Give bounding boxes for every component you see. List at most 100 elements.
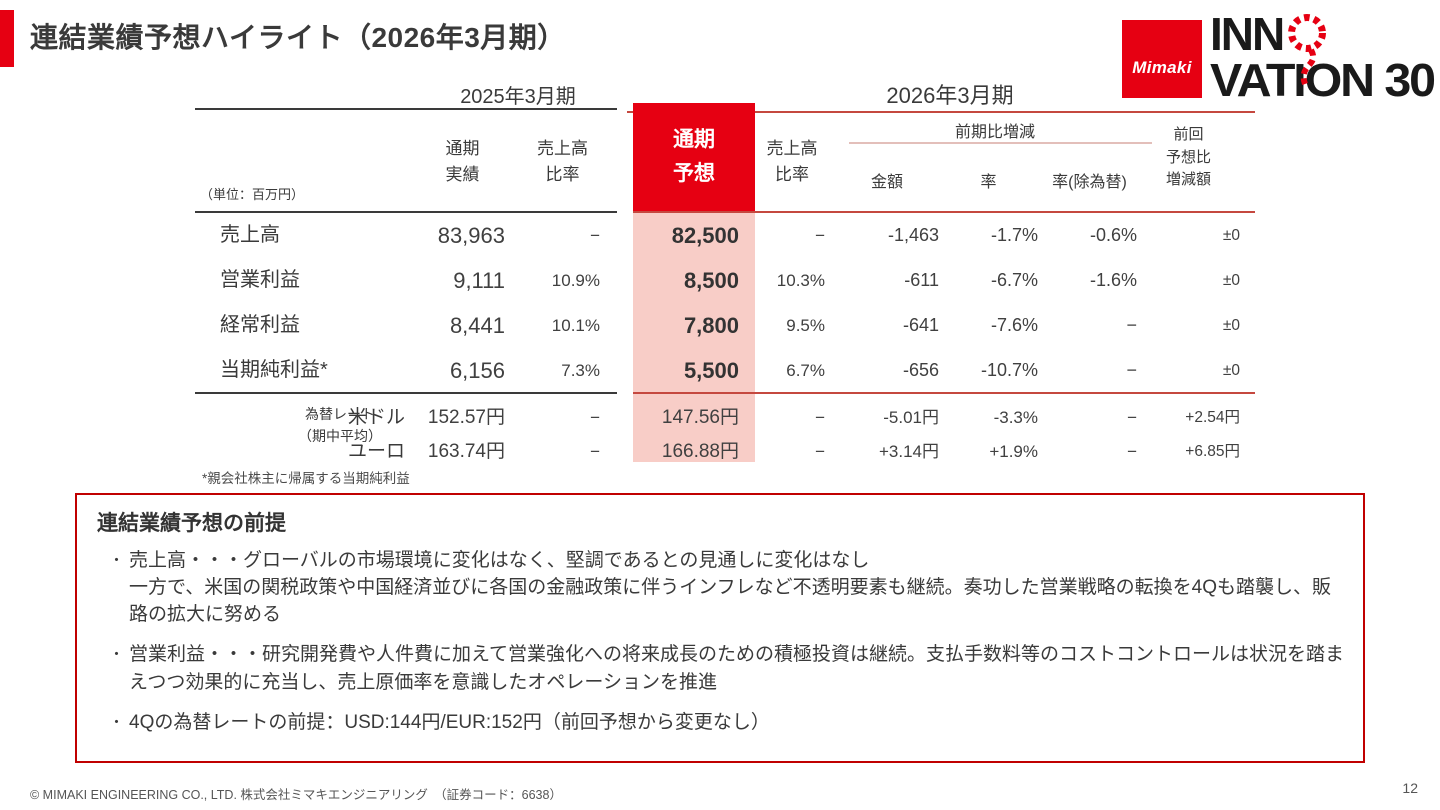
bullet-icon: ・ <box>109 646 125 664</box>
table-footnote: *親会社株主に帰属する当期純利益 <box>202 471 410 486</box>
row-label: 売上高 <box>220 224 280 246</box>
table-row-net-income: 当期純利益* 6,156 7.3% 5,500 6.7% -656 -10.7%… <box>195 348 1257 393</box>
cell-vs-prev: +2.54円 <box>1185 409 1240 426</box>
cell-actual: 83,963 <box>437 223 505 248</box>
cell-forecast: 147.56円 <box>661 407 739 428</box>
table-line-header-left <box>195 211 617 213</box>
cell-ratio-2025: − <box>590 442 600 461</box>
cell-ratio-2026: 10.3% <box>776 271 825 290</box>
yoy-change-underline <box>849 142 1152 144</box>
cell-yoy-rate: -3.3% <box>993 408 1038 427</box>
page-number: 12 <box>1402 780 1418 796</box>
col-header-rate: 率 <box>980 174 997 191</box>
innovation-logo-line1: INN <box>1210 12 1283 60</box>
assumption-text: 売上高・・・グローバルの市場環境に変化はなく、堅調であるとの見通しに変化はなし … <box>129 550 1332 626</box>
cell-actual: 163.74円 <box>427 441 505 462</box>
cell-yoy-rate: -7.6% <box>990 315 1038 335</box>
cell-yoy-rate-exfx: − <box>1126 360 1137 380</box>
table-row-ordinary-income: 経常利益 8,441 10.1% 7,800 9.5% -641 -7.6% −… <box>195 303 1257 348</box>
table-row-operating-income: 営業利益 9,111 10.9% 8,500 10.3% -611 -6.7% … <box>195 258 1257 303</box>
col-header-actual: 通期 実績 <box>445 139 480 185</box>
col-header-amount: 金額 <box>870 174 903 191</box>
fx-currency: ユーロ <box>347 441 405 462</box>
table-line-top-left <box>195 108 617 110</box>
unit-note: （単位：百万円） <box>200 187 305 202</box>
cell-forecast: 8,500 <box>683 268 739 293</box>
cell-vs-prev: ±0 <box>1222 272 1240 289</box>
cell-ratio-2026: 9.5% <box>786 316 825 335</box>
forecast-column-header: 通期 予想 <box>633 103 755 211</box>
col-header-sales-ratio-2025: 売上高 比率 <box>537 139 588 185</box>
cell-actual: 8,441 <box>449 313 505 338</box>
bullet-icon: ・ <box>109 552 125 569</box>
cell-yoy-rate-exfx: -0.6% <box>1089 225 1137 245</box>
page-title: 連結業績予想ハイライト（2026年3月期） <box>30 22 566 53</box>
cell-ratio-2026: − <box>815 226 825 245</box>
cell-yoy-rate-exfx: − <box>1127 408 1137 427</box>
fy2025-header: 2025年3月期 <box>460 86 576 108</box>
cell-yoy-amount: -1,463 <box>887 225 939 245</box>
cell-yoy-rate-exfx: − <box>1126 315 1137 335</box>
table-row-fx-usd: 米ドル 152.57円 − 147.56円 − -5.01円 -3.3% − +… <box>195 399 1257 436</box>
table-line-bottom-right <box>633 392 1255 394</box>
cell-vs-prev: +6.85円 <box>1185 443 1240 460</box>
cell-vs-prev: ±0 <box>1222 317 1240 334</box>
assumptions-heading: 連結業績予想の前提 <box>97 512 286 535</box>
cell-ratio-2025: 7.3% <box>561 361 600 380</box>
fy2026-header: 2026年3月期 <box>886 83 1014 108</box>
cell-ratio-2026: − <box>815 408 825 427</box>
col-header-vs-previous-forecast: 前回 予想比 増減額 <box>1165 126 1211 188</box>
assumption-item-sales: ・ 売上高・・・グローバルの市場環境に変化はなく、堅調であるとの見通しに変化はな… <box>109 547 1347 628</box>
cell-yoy-rate: +1.9% <box>989 442 1038 461</box>
mimaki-logo-text: Mimaki <box>1132 58 1192 77</box>
innovation-logo-ribbon-icon <box>1300 48 1317 85</box>
cell-vs-prev: ±0 <box>1222 227 1240 244</box>
cell-forecast: 166.88円 <box>661 441 739 462</box>
bullet-icon: ・ <box>109 713 125 731</box>
row-label: 経常利益 <box>220 314 300 336</box>
cell-ratio-2025: 10.1% <box>551 316 600 335</box>
row-label: 営業利益 <box>220 269 300 291</box>
assumption-text: 営業利益・・・研究開発費や人件費に加えて営業強化への将来成長のための積極投資は継… <box>129 644 1345 693</box>
col-header-yoy-change: 前期比増減 <box>954 124 1035 141</box>
innovation-30-logo-graphic: INN VATION 30 <box>1210 8 1436 106</box>
table-line-bottom-left <box>195 392 617 394</box>
cell-yoy-amount: +3.14円 <box>878 442 939 461</box>
cell-actual: 6,156 <box>449 358 505 383</box>
cell-ratio-2025: 10.9% <box>551 271 600 290</box>
assumptions-bullet-list: ・ 売上高・・・グローバルの市場環境に変化はなく、堅調であるとの見通しに変化はな… <box>109 547 1347 749</box>
cell-yoy-amount: -611 <box>904 270 939 290</box>
fx-rate-label: 為替レート （期中平均） <box>298 406 382 444</box>
cell-ratio-2025: − <box>590 408 600 427</box>
assumption-text: 4Qの為替レートの前提：USD:144円/EUR:152円（前回予想から変更なし… <box>129 711 770 733</box>
forecast-table: 2025年3月期 2026年3月期 通期 予想 通期 実績 売上高 比率 売上高… <box>195 78 1257 493</box>
cell-forecast: 7,800 <box>683 313 739 338</box>
row-label: 当期純利益* <box>220 359 328 381</box>
cell-yoy-rate-exfx: − <box>1127 442 1137 461</box>
cell-yoy-amount: -5.01円 <box>883 408 939 427</box>
table-row-fx-eur: ユーロ 163.74円 − 166.88円 − +3.14円 +1.9% − +… <box>195 433 1257 470</box>
table-line-top-right <box>627 111 1255 113</box>
assumption-item-operating-income: ・ 営業利益・・・研究開発費や人件費に加えて営業強化への将来成長のための積極投資… <box>109 641 1347 695</box>
cell-forecast: 82,500 <box>671 223 739 248</box>
cell-ratio-2026: 6.7% <box>786 361 825 380</box>
innovation-30-logo: INN VATION 30 <box>1210 8 1438 106</box>
innovation-logo-dotted-o-icon <box>1288 14 1326 52</box>
cell-yoy-amount: -641 <box>902 315 939 335</box>
cell-yoy-rate: -1.7% <box>990 225 1038 245</box>
cell-yoy-rate: -6.7% <box>990 270 1038 290</box>
col-header-rate-ex-fx: 率(除為替) <box>1052 174 1127 191</box>
cell-yoy-rate: -10.7% <box>980 360 1038 380</box>
mimaki-logo: Mimaki <box>1122 20 1202 98</box>
col-header-sales-ratio-2026: 売上高 比率 <box>766 139 818 185</box>
cell-yoy-amount: -656 <box>902 360 939 380</box>
innovation-logo-line2: VATION 30 <box>1210 54 1434 104</box>
cell-ratio-2026: − <box>815 442 825 461</box>
assumption-item-fx-assumption: ・ 4Qの為替レートの前提：USD:144円/EUR:152円（前回予想から変更… <box>109 709 1347 736</box>
forecast-column-highlight <box>633 212 755 462</box>
cell-actual: 9,111 <box>453 268 505 293</box>
cell-vs-prev: ±0 <box>1222 362 1240 379</box>
cell-ratio-2025: − <box>590 226 600 245</box>
table-row-net-sales: 売上高 83,963 − 82,500 − -1,463 -1.7% -0.6%… <box>195 213 1257 258</box>
